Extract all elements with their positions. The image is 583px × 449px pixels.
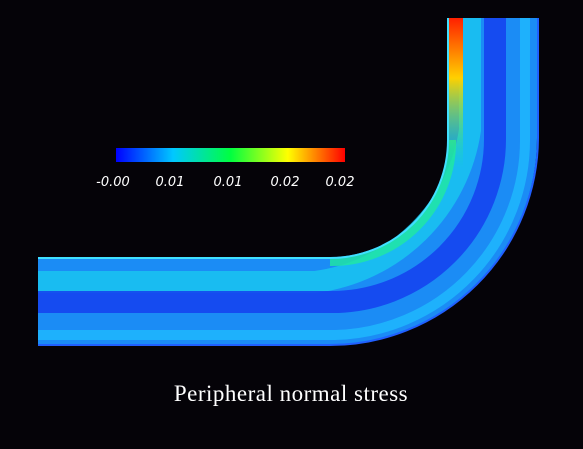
colorbar-tick-label: -0.00 bbox=[96, 175, 130, 190]
colorbar-tick-label: 0.01 bbox=[214, 175, 243, 190]
pipe-inner-edge bbox=[38, 18, 449, 259]
colorbar-tick-label: 0.02 bbox=[326, 175, 355, 190]
caption: Peripheral normal stress bbox=[174, 381, 408, 406]
pipe bbox=[38, 18, 539, 346]
pipe-outer-edge bbox=[38, 18, 539, 346]
colorbar bbox=[116, 148, 345, 162]
colorbar-tick-label: 0.02 bbox=[271, 175, 300, 190]
pipe-core bbox=[38, 18, 507, 314]
pipe-band bbox=[38, 18, 481, 293]
pipe-hot-streak bbox=[449, 18, 463, 168]
colorbar-tick-label: 0.01 bbox=[156, 175, 185, 190]
pipe-outer-band bbox=[38, 18, 531, 340]
